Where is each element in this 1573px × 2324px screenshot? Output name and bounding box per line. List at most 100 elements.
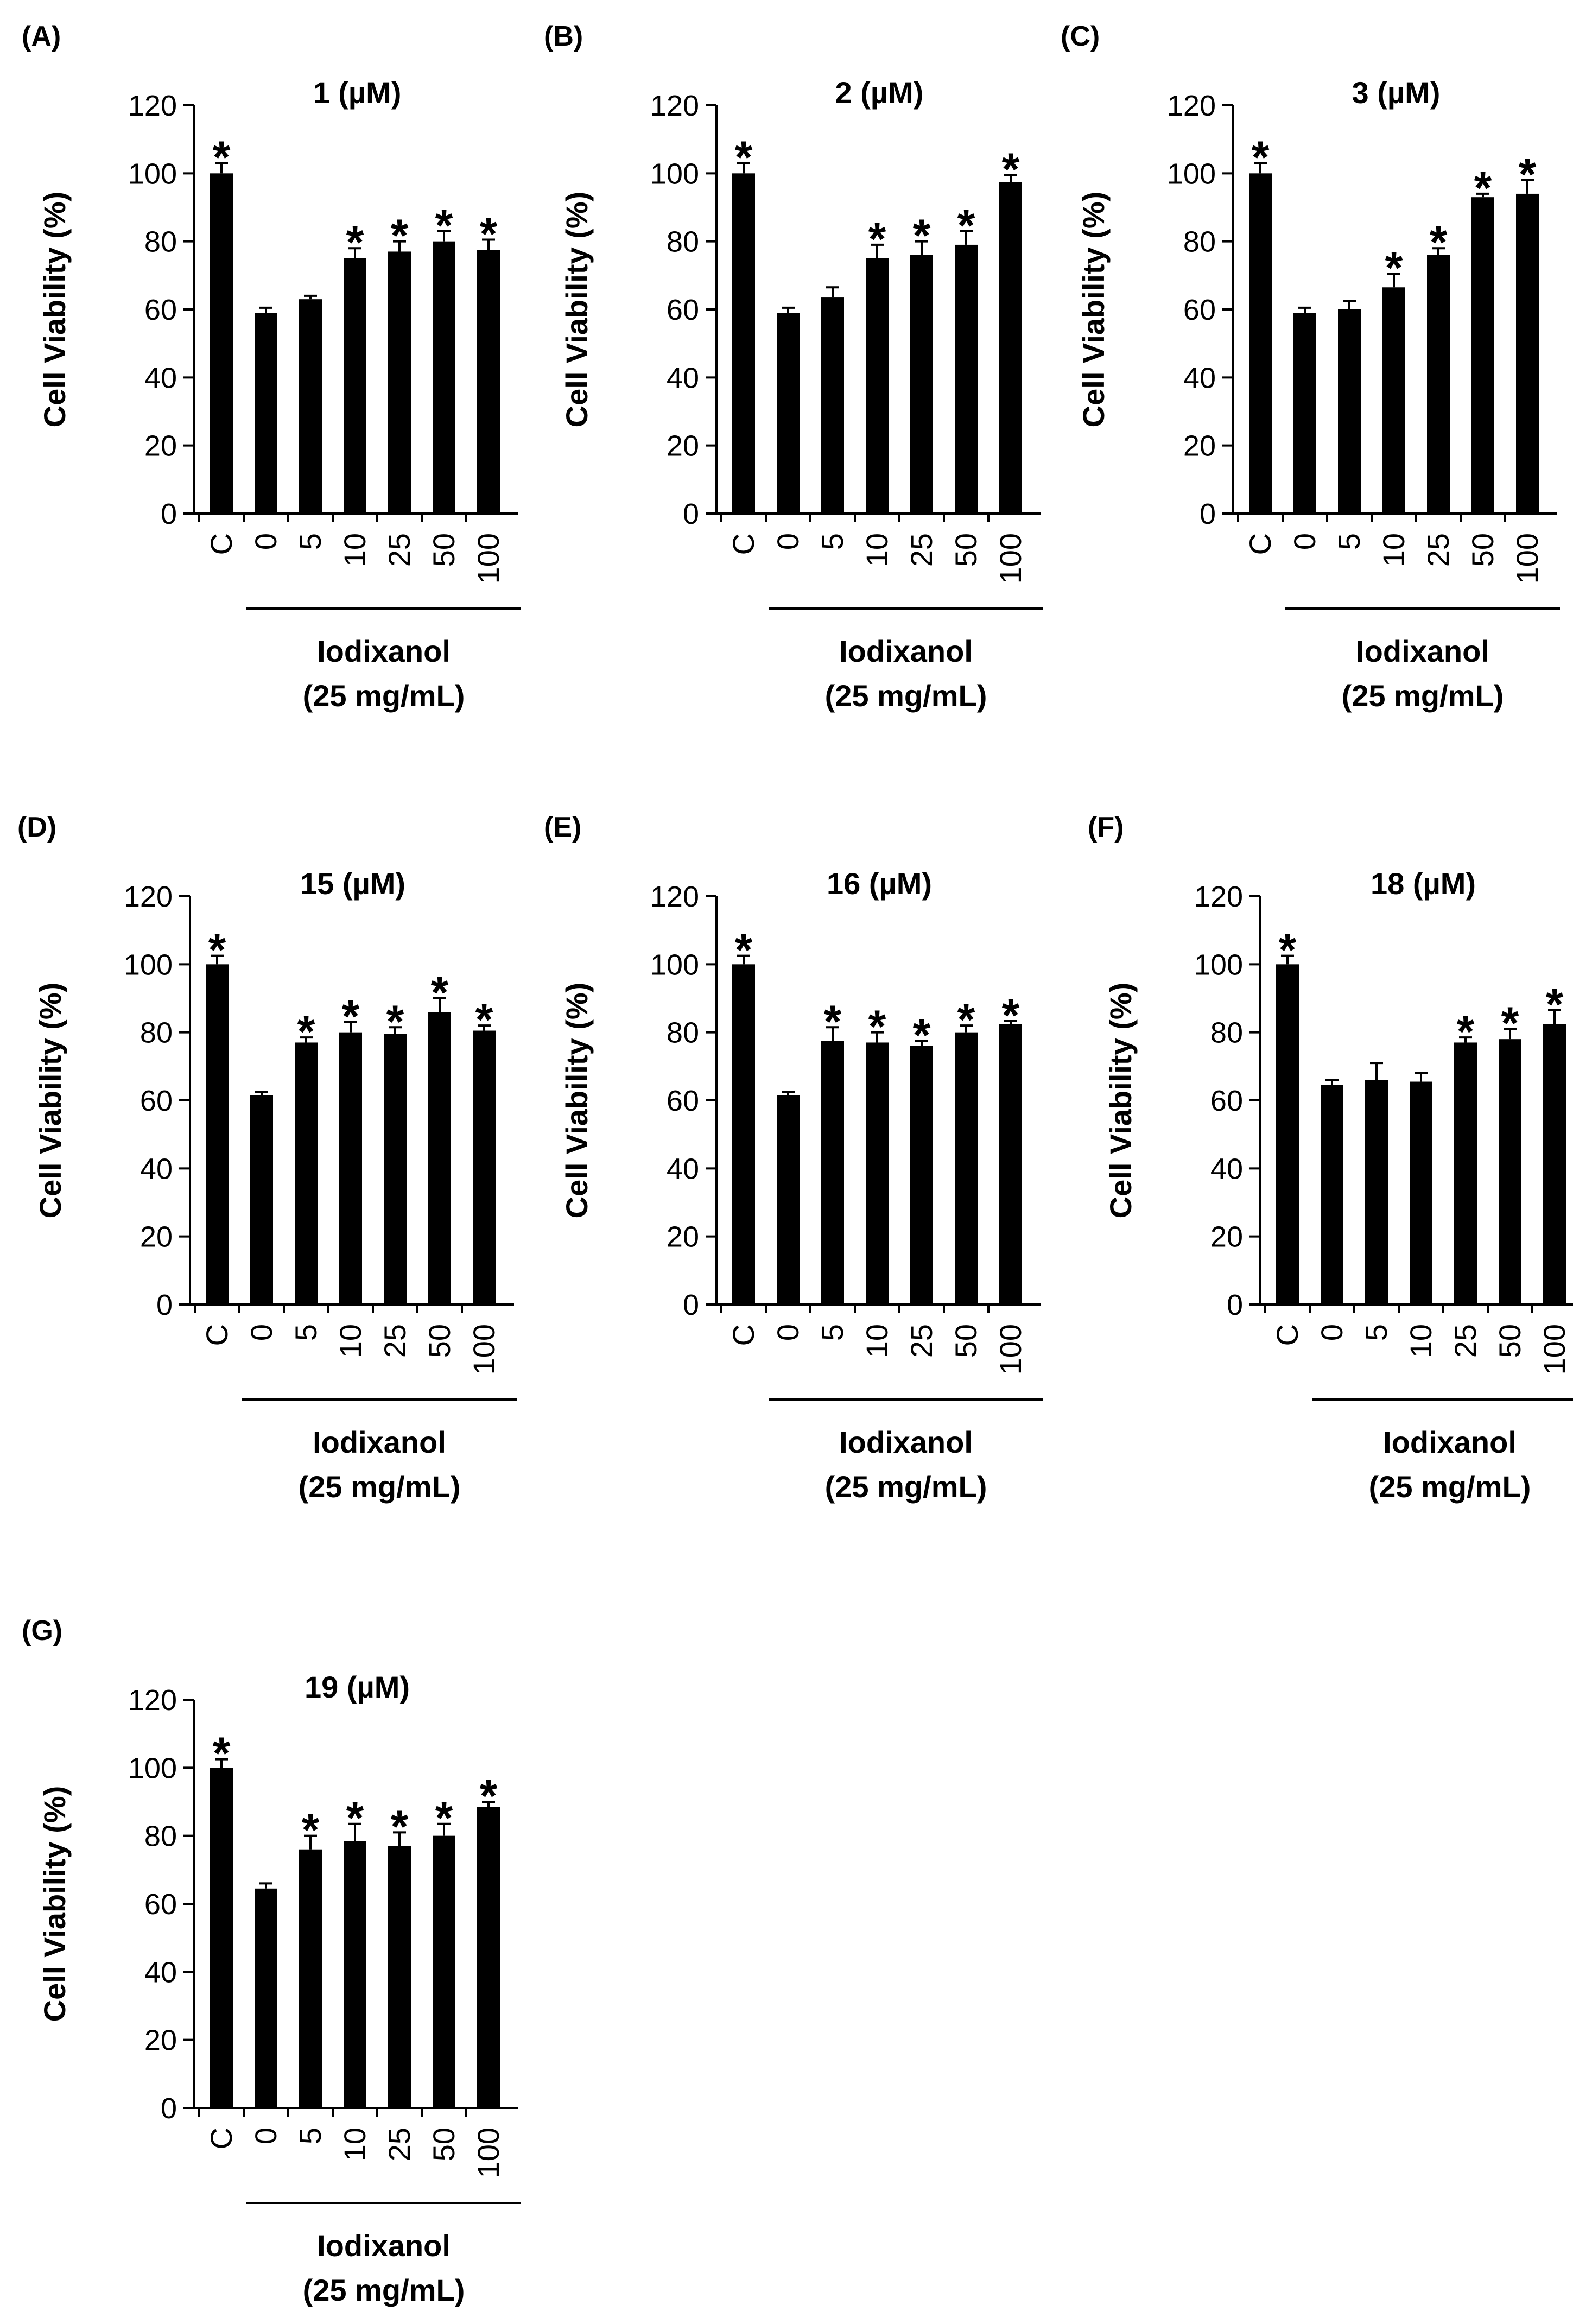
chart-title: 1 (µM) xyxy=(313,75,402,110)
significance-star: * xyxy=(435,200,453,251)
y-axis-label: Cell Viability (%) xyxy=(37,1786,72,2022)
bar xyxy=(1543,1024,1566,1305)
y-tick-label: 40 xyxy=(667,362,699,394)
x-tick-label: 50 xyxy=(427,533,461,567)
y-tick-label: 80 xyxy=(667,1017,699,1049)
significance-star: * xyxy=(213,132,231,183)
x-tick-label: 100 xyxy=(467,1324,501,1375)
y-tick-label: 0 xyxy=(161,2092,177,2125)
x-tick-label: 0 xyxy=(1315,1324,1349,1341)
x-tick-label: 10 xyxy=(860,1324,894,1358)
x-axis-label-line1: Iodixanol xyxy=(313,1425,446,1459)
x-tick-label: 25 xyxy=(1421,533,1455,567)
bar xyxy=(910,255,933,514)
y-tick-label: 120 xyxy=(650,881,699,913)
x-tick-label: 0 xyxy=(244,1324,278,1341)
x-tick-label: 100 xyxy=(1537,1324,1571,1375)
y-axis-label: Cell Viability (%) xyxy=(560,192,594,428)
y-tick-label: 60 xyxy=(1183,294,1216,326)
y-tick-label: 60 xyxy=(667,1085,699,1117)
y-tick-label: 100 xyxy=(1167,157,1216,190)
bar xyxy=(344,258,366,514)
significance-star: * xyxy=(1519,149,1537,200)
x-tick-label: 10 xyxy=(1404,1324,1438,1358)
x-tick-label: 10 xyxy=(333,1324,367,1358)
significance-star: * xyxy=(1252,132,1270,183)
bar xyxy=(1365,1080,1388,1305)
x-tick-label: 100 xyxy=(993,1324,1027,1375)
y-tick-label: 40 xyxy=(1183,362,1216,394)
bar xyxy=(1471,197,1494,514)
significance-star: * xyxy=(435,1793,453,1844)
significance-star: * xyxy=(302,1804,320,1856)
y-tick-label: 0 xyxy=(1227,1289,1243,1321)
x-tick-label: 5 xyxy=(1359,1324,1393,1341)
bar xyxy=(1293,313,1316,514)
y-tick-label: 60 xyxy=(144,1888,177,1921)
bar xyxy=(866,258,889,514)
bar xyxy=(255,1888,277,2108)
panel-label: (A) xyxy=(22,21,61,52)
x-axis-label-line1: Iodixanol xyxy=(317,634,451,668)
panel-label: (B) xyxy=(544,21,583,52)
significance-star: * xyxy=(957,994,975,1045)
x-tick-label: C xyxy=(1270,1324,1304,1346)
significance-star: * xyxy=(868,213,886,264)
x-tick-label: 50 xyxy=(422,1324,456,1358)
x-tick-label: C xyxy=(204,533,238,555)
x-tick-label: 5 xyxy=(293,533,327,550)
y-tick-label: 120 xyxy=(1194,881,1243,913)
y-tick-label: 40 xyxy=(140,1152,173,1185)
y-tick-label: 80 xyxy=(144,1820,177,1853)
significance-star: * xyxy=(1279,924,1297,976)
x-axis-label-line2: (25 mg/mL) xyxy=(825,679,987,713)
y-tick-label: 20 xyxy=(1210,1221,1243,1253)
bar xyxy=(777,313,800,514)
significance-star: * xyxy=(213,1728,231,1779)
x-tick-label: 50 xyxy=(427,2127,461,2161)
y-tick-label: 20 xyxy=(1183,430,1216,463)
panel-label: (G) xyxy=(22,1615,62,1647)
x-tick-label: 100 xyxy=(1510,533,1544,584)
chart-title: 3 (µM) xyxy=(1352,75,1441,110)
chart-panel-4: (E)16 (µM)Cell Viability (%)020406080100… xyxy=(544,812,1043,1504)
x-tick-label: 10 xyxy=(1377,533,1411,567)
chart-panel-5: (F)18 (µM)Cell Viability (%)020406080100… xyxy=(1088,812,1573,1504)
bar xyxy=(344,1841,366,2108)
x-tick-label: 0 xyxy=(1287,533,1322,550)
y-tick-label: 0 xyxy=(683,1289,699,1321)
y-tick-label: 100 xyxy=(650,157,699,190)
y-tick-label: 120 xyxy=(124,881,173,913)
y-tick-label: 20 xyxy=(144,2024,177,2057)
x-tick-label: 5 xyxy=(1332,533,1366,550)
significance-star: * xyxy=(1474,162,1492,213)
x-axis-label-line1: Iodixanol xyxy=(1356,634,1489,668)
bar xyxy=(955,244,978,514)
significance-star: * xyxy=(1002,990,1020,1041)
significance-star: * xyxy=(297,1006,315,1057)
y-tick-label: 20 xyxy=(144,430,177,463)
y-tick-label: 120 xyxy=(128,1684,177,1717)
y-tick-label: 60 xyxy=(667,294,699,326)
y-tick-label: 60 xyxy=(1210,1085,1243,1117)
x-tick-label: 0 xyxy=(249,2127,283,2144)
bar xyxy=(999,1024,1022,1305)
chart-title: 2 (µM) xyxy=(835,75,924,110)
x-tick-label: 25 xyxy=(382,533,416,567)
bar xyxy=(1454,1042,1477,1305)
significance-star: * xyxy=(475,994,493,1045)
y-tick-label: 0 xyxy=(683,498,699,530)
x-tick-label: 10 xyxy=(860,533,894,567)
significance-star: * xyxy=(868,1001,886,1052)
x-tick-label: 25 xyxy=(904,1324,938,1358)
chart-title: 18 (µM) xyxy=(1371,866,1476,901)
bar xyxy=(255,313,277,514)
y-tick-label: 120 xyxy=(128,90,177,122)
bar xyxy=(1516,193,1539,514)
x-tick-label: 5 xyxy=(293,2127,327,2144)
y-tick-label: 40 xyxy=(1210,1152,1243,1185)
x-tick-label: 25 xyxy=(378,1324,412,1358)
x-axis-label-line1: Iodixanol xyxy=(839,634,973,668)
y-tick-label: 100 xyxy=(128,157,177,190)
x-tick-label: 50 xyxy=(1466,533,1500,567)
